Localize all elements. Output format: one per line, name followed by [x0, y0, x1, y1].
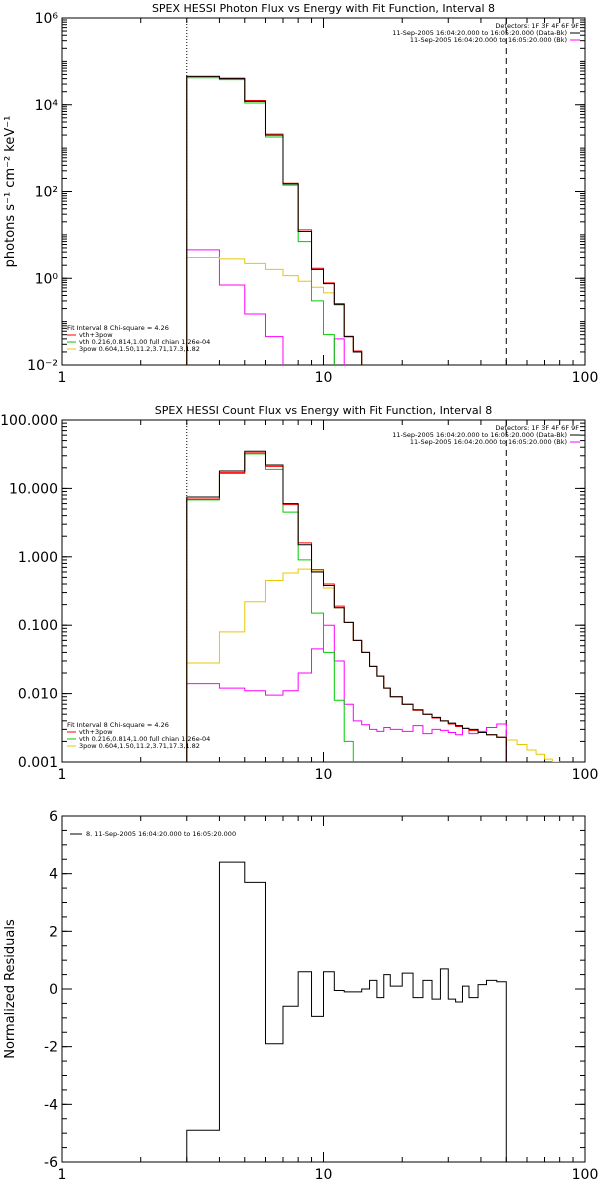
plot-1: SPEX HESSI Photon Flux vs Energy with Fi… — [3, 2, 599, 386]
y-tick-label: 10⁰ — [35, 271, 59, 287]
x-tick-label: 10 — [315, 1167, 333, 1183]
y-tick-label: 0.100 — [18, 618, 58, 634]
y-tick-label: -4 — [44, 1097, 58, 1113]
x-tick-label: 100 — [572, 1167, 599, 1183]
legend-entry: 8. 11-Sep-2005 16:04:20.000 to 16:05:20.… — [86, 830, 236, 838]
legend-entry: 3pow 0.604,1.50,11.2,3.71,17.3,1.82 — [79, 742, 200, 750]
series-line — [186, 453, 354, 762]
x-tick-label: 10 — [315, 767, 333, 783]
series-line — [186, 452, 507, 762]
y-tick-label: 10² — [35, 185, 58, 201]
y-tick-label: 0.010 — [18, 687, 58, 703]
y-tick-label: -6 — [44, 1155, 58, 1171]
y-tick-label: 2 — [49, 924, 58, 940]
plot-3: 1 10 100 -6 -4 -2 0 2 4 6 Normalized Residuals 8. 1… — [3, 809, 598, 1183]
legend-entry: Fit Interval 8 Chi-square = 4.26 — [67, 324, 169, 332]
series-line — [186, 249, 345, 365]
legend-entry: Detectors: 1F 3F 4F 6F 9F — [495, 22, 579, 30]
y-tick-label: -2 — [44, 1040, 58, 1056]
y-tick-label: 10⁶ — [35, 11, 59, 27]
series-line — [186, 861, 507, 1162]
legend-entry: 3pow 0.604,1.50,11.2,3.71,17.3,1.82 — [79, 345, 200, 353]
y-tick-label: 10⁻² — [27, 358, 58, 374]
legend-entry: 11-Sep-2005 16:04:20.000 to 16:05:20.000… — [410, 438, 567, 446]
series-line — [186, 75, 363, 365]
series-line — [186, 257, 363, 365]
series-group — [186, 450, 561, 762]
series-line — [186, 77, 335, 365]
y-tick-label: 10.000 — [9, 481, 58, 497]
series-line — [186, 624, 507, 762]
series-group — [186, 861, 507, 1162]
y-tick-label: 6 — [49, 809, 58, 825]
y-tick-label: 1.000 — [18, 550, 58, 566]
y-tick-label: 10⁴ — [35, 98, 59, 114]
chart-title: SPEX HESSI Photon Flux vs Energy with Fi… — [152, 2, 495, 15]
x-tick-label: 100 — [572, 370, 599, 386]
legend-entry: 11-Sep-2005 16:04:20.000 to 16:05:20.000… — [392, 29, 567, 37]
series-line — [186, 75, 363, 365]
series-group — [186, 75, 363, 365]
x-tick-label: 1 — [58, 1167, 67, 1183]
legend-entry: vth 0.216,0.814,1.00 full chian 1.26e-04 — [79, 735, 210, 743]
y-tick-label: 4 — [49, 867, 58, 883]
chart-title: SPEX HESSI Count Flux vs Energy with Fit… — [155, 404, 492, 417]
legend-entry: 11-Sep-2005 16:04:20.000 to 16:05:20.000… — [410, 36, 567, 44]
legend-entry: vth+3pow — [79, 728, 113, 736]
x-tick-label: 1 — [58, 767, 67, 783]
y-tick-label: 0.001 — [18, 755, 58, 771]
x-tick-label: 10 — [315, 370, 333, 386]
legend-entry: vth+3pow — [79, 331, 113, 339]
series-line — [186, 450, 507, 762]
legend-entry: 11-Sep-2005 16:04:20.000 to 16:05:20.000… — [392, 431, 567, 439]
x-tick-label: 100 — [572, 767, 599, 783]
y-tick-label: 0 — [49, 982, 58, 998]
y-tick-label: 100.000 — [0, 413, 58, 429]
legend-entry: Detectors: 1F 3F 4F 6F 9F — [495, 424, 579, 432]
legend-entry: Fit Interval 8 Chi-square = 4.26 — [67, 721, 169, 729]
plot-2: SPEX HESSI Count Flux vs Energy with Fit… — [0, 404, 599, 783]
y-axis-label: photons s⁻¹ cm⁻² keV⁻¹ — [3, 116, 18, 268]
x-tick-label: 1 — [58, 370, 67, 386]
y-axis-label: Normalized Residuals — [3, 919, 18, 1059]
legend-entry: vth 0.216,0.814,1.00 full chian 1.26e-04 — [79, 338, 210, 346]
